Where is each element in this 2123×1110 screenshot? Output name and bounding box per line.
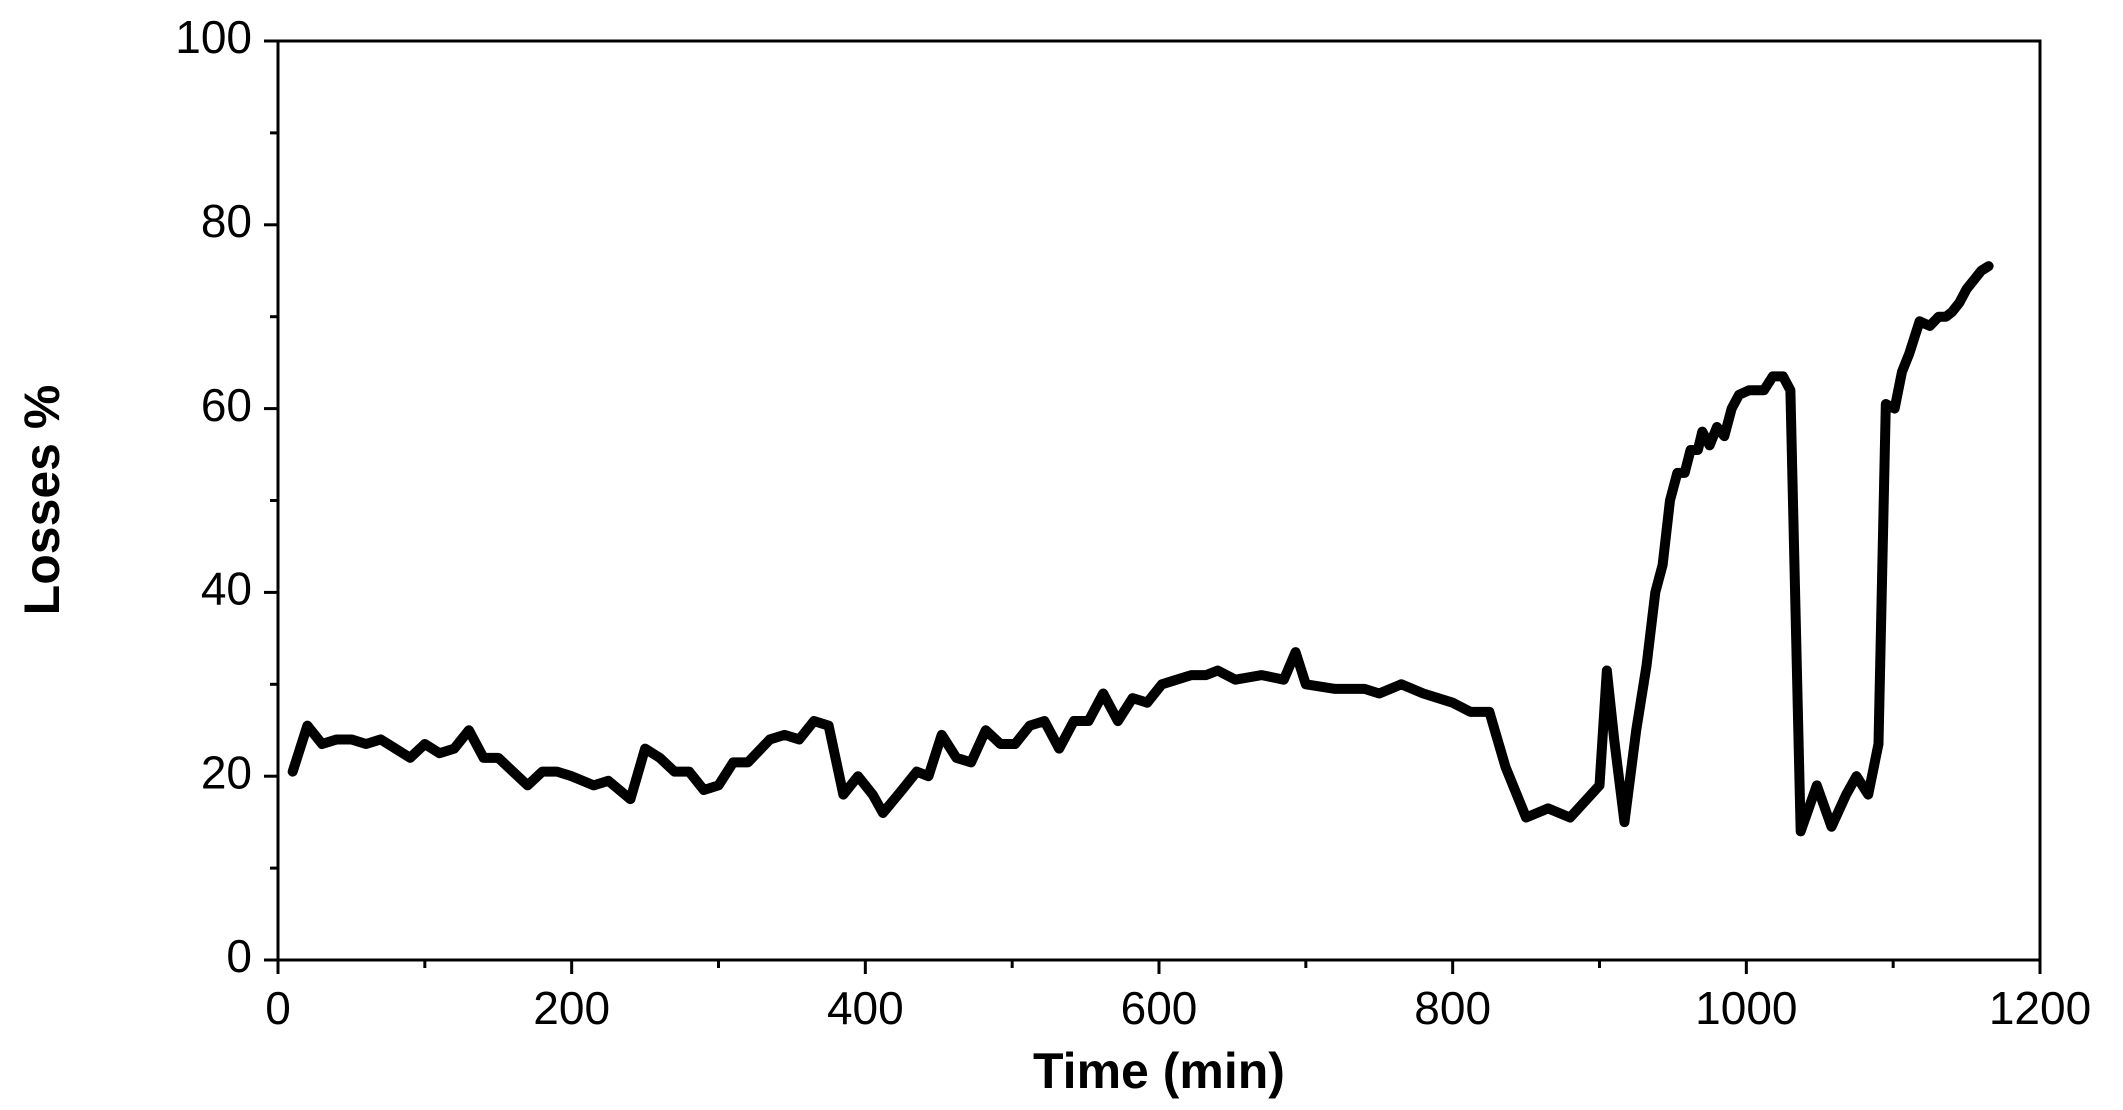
x-tick-label: 200 [533,982,610,1034]
x-tick-label: 800 [1414,982,1491,1034]
y-tick-label: 0 [226,930,252,982]
y-tick-label: 80 [201,195,252,247]
data-line [287,261,1994,837]
y-tick-label: 40 [201,563,252,615]
x-tick-label: 0 [265,982,291,1034]
x-tick-label: 600 [1121,982,1198,1034]
x-tick-label: 400 [827,982,904,1034]
y-tick-label: 100 [175,11,252,63]
x-axis-title: Time (min) [1033,1043,1285,1099]
plot-frame [276,39,2042,962]
y-tick-label: 20 [201,746,252,798]
x-tick-label: 1000 [1695,982,1797,1034]
y-axis-title: Losses % [14,385,70,616]
x-tick-label: 1200 [1989,982,2091,1034]
y-tick-label: 60 [201,379,252,431]
